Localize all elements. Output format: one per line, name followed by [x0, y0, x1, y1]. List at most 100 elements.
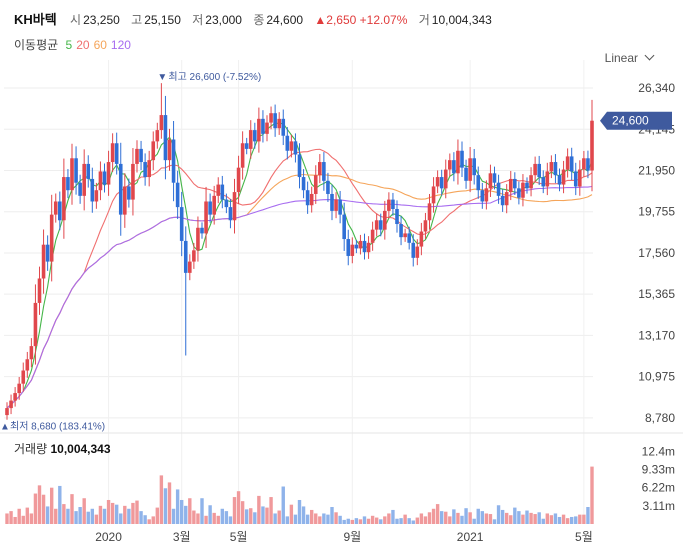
ma-label: 이동평균: [14, 38, 59, 52]
volume-bar: [86, 511, 90, 524]
candle-body: [565, 156, 570, 170]
volume-bar: [468, 512, 472, 524]
candle-body: [354, 244, 359, 249]
volume-bar: [370, 515, 375, 524]
candle-body: [78, 182, 82, 196]
candle-body: [334, 199, 338, 211]
candle-body: [504, 192, 509, 206]
y-tick-label: 8,780: [645, 411, 675, 425]
volume-bar: [285, 516, 290, 524]
volume-bar: [411, 520, 415, 524]
x-tick-label: 5월: [230, 530, 248, 544]
volume-bar: [25, 507, 30, 524]
candle-body: [443, 169, 448, 189]
candle-body: [346, 239, 351, 256]
candle-body: [322, 162, 326, 181]
candle-body: [224, 199, 229, 208]
low-label: 저: [192, 13, 204, 27]
candle-body: [66, 177, 70, 191]
candle-body: [244, 143, 249, 149]
candle-body: [37, 278, 42, 303]
candle-body: [49, 214, 54, 262]
volume-tick-label: 12.4m: [642, 444, 675, 458]
volume-bar: [131, 502, 135, 524]
candle-body: [407, 233, 411, 243]
ma-20[interactable]: 20: [76, 38, 90, 52]
candle-body: [179, 207, 184, 241]
change-amount: ▲2,650: [314, 13, 357, 27]
volume-title-label: 거래량: [14, 442, 48, 456]
volume-bar: [557, 516, 562, 524]
candle-body: [492, 173, 497, 183]
high-label: 고: [131, 13, 143, 27]
ma-line-120: [6, 185, 593, 409]
volume-bar: [37, 485, 42, 524]
close-price: 24,600: [266, 13, 304, 27]
candle-body: [301, 177, 306, 191]
volume-bar: [82, 498, 86, 524]
candle-body: [553, 162, 558, 176]
open-price: 23,250: [83, 13, 120, 27]
y-tick-label: 19,755: [638, 205, 675, 219]
candle-body: [175, 182, 180, 208]
volume-bar: [281, 486, 285, 524]
candle-body: [131, 163, 135, 200]
volume-bar: [582, 514, 586, 524]
volume-bar: [423, 516, 428, 524]
candle-body: [399, 224, 403, 238]
candle-body: [21, 370, 26, 384]
ma-60[interactable]: 60: [93, 38, 107, 52]
candle-body: [456, 150, 460, 174]
x-tick-label: 2020: [95, 530, 122, 544]
volume-bar: [513, 507, 517, 524]
candle-body: [350, 244, 355, 256]
candle-body: [53, 201, 58, 215]
volume-bar: [45, 506, 50, 524]
volume-bar: [330, 507, 334, 524]
y-tick-label: 13,170: [638, 328, 675, 342]
y-tick-label: 15,365: [638, 287, 675, 301]
ma-120[interactable]: 120: [110, 38, 131, 52]
volume-bar: [179, 499, 184, 524]
scale-dropdown[interactable]: Linear: [605, 50, 655, 65]
candle-body: [431, 186, 436, 204]
low-marker-icon: ▲: [0, 422, 10, 433]
volume-bar: [553, 513, 558, 524]
volume-bar: [561, 514, 566, 524]
candle-body: [159, 115, 164, 131]
volume-bar: [342, 519, 346, 524]
candle-body: [569, 156, 574, 172]
volume-bar: [139, 511, 143, 524]
volume-bar: [192, 510, 196, 524]
volume-bar: [163, 488, 168, 524]
volume-bar: [114, 504, 119, 524]
volume-bar: [208, 505, 212, 524]
candle-body: [452, 160, 456, 174]
low-annotation: 최저 8,680 (183.41%): [10, 421, 105, 433]
candle-body: [45, 244, 50, 262]
volume-bar: [338, 515, 342, 524]
volume-bar: [301, 506, 306, 524]
volume-bar: [456, 512, 460, 524]
candle-body: [525, 182, 529, 189]
volume-bar: [66, 508, 70, 524]
change-percent: +12.07%: [359, 13, 408, 27]
ma-5[interactable]: 5: [65, 38, 73, 52]
y-tick-label: 21,950: [638, 163, 675, 177]
volume-bar: [387, 513, 391, 524]
volume-bar: [399, 518, 403, 524]
candle-body: [74, 158, 78, 183]
volume-bar: [488, 514, 493, 524]
candle-body: [155, 130, 160, 142]
candle-body: [419, 231, 424, 247]
high-price: 25,150: [144, 13, 181, 27]
low-price: 23,000: [205, 13, 242, 27]
candle-body: [265, 122, 269, 134]
volume-bar: [537, 512, 541, 524]
volume-bar: [439, 511, 444, 524]
candle-body: [545, 171, 550, 187]
candle-body: [517, 188, 521, 198]
candle-body: [472, 158, 476, 176]
candle-body: [318, 162, 322, 176]
